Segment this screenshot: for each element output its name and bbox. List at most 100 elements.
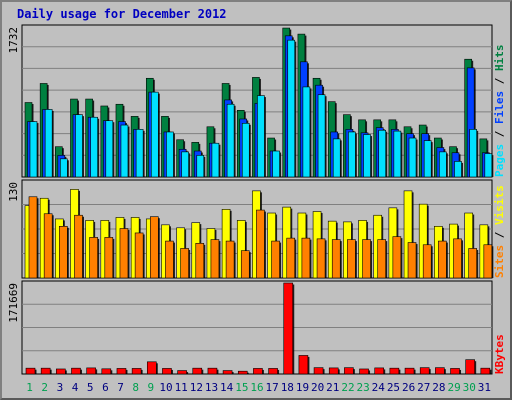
pages-bar [60,158,68,178]
sites-bar [89,237,98,279]
hits-legend-separator: / [493,71,506,91]
pages-bar [241,123,250,178]
kbytes-bar [404,367,415,375]
kbytes-bar [389,367,400,375]
day-label: 12 [190,381,203,394]
day-label: 7 [117,381,124,394]
kbytes-bar [192,367,203,375]
day-label: 8 [132,381,139,394]
pages-bar [211,142,220,178]
pages-bar [302,86,311,178]
kbytes-bar [86,367,96,375]
pages-bar [226,103,235,178]
sites-bar [240,250,250,279]
day-label: 9 [148,381,155,394]
pages-bar [135,129,144,178]
hits-legend-item: Hits [493,45,506,72]
day-label: 24 [372,381,386,394]
sites-bar [347,239,356,279]
day-label: 30 [463,381,476,394]
day-label: 2 [41,381,48,394]
pages-bar [439,151,447,178]
pages-bar [166,131,174,178]
kbytes-bar [298,355,309,375]
kbytes-bar [374,367,385,375]
sites-bar [438,240,447,279]
sites-bar [180,248,189,279]
visits-legend: Sites / Visits [493,185,506,278]
kbytes-bar [116,368,127,375]
visits-axis-max-label: 130 [7,182,20,202]
kbytes-bar [344,367,354,375]
kbytes-bar [480,367,491,375]
sites-bar [392,236,402,279]
day-label: 6 [102,381,109,394]
kbytes-bar [40,367,51,375]
pages-bar [348,131,356,178]
sites-bar [195,242,205,279]
kbytes-axis-max-label: 171669 [7,283,20,323]
sites-bar [43,213,53,279]
day-label: 14 [220,381,234,394]
pages-bar [287,39,296,178]
kbytes-legend-item: KBytes [493,334,506,374]
kbytes-bar [146,361,157,375]
day-label: 1 [26,381,33,394]
sites-bar [74,214,83,279]
day-label: 11 [175,381,188,394]
kbytes-bar [313,367,324,375]
sites-bar [407,242,417,279]
pages-bar [423,140,432,178]
sites-bar [28,196,38,279]
kbytes-bar [131,368,142,375]
day-label: 21 [326,381,339,394]
sites-bar [286,237,296,279]
kbytes-bar [359,368,369,375]
sites-bar [256,209,265,279]
day-label: 25 [387,381,400,394]
pages-bar [90,116,98,178]
chart-title: Daily usage for December 2012 [17,7,227,21]
sites-bar [377,239,387,279]
sites-bar [59,226,68,279]
sites-bar [225,240,235,279]
pages-bar [272,150,280,178]
kbytes-bar [71,367,81,375]
day-label: 31 [478,381,491,394]
sites-bar [149,216,159,279]
pages-bar [196,155,205,178]
pages-bar [257,95,265,178]
kbytes-bar [465,359,475,375]
kbytes-bar [237,370,248,375]
kbytes-bar [222,370,233,375]
pages-bar [363,134,371,178]
day-label: 16 [250,381,263,394]
sites-bar [453,238,462,279]
day-label: 10 [159,381,172,394]
pages-bar [44,109,53,178]
kbytes-bar [253,368,263,375]
kbytes-bar [268,368,278,375]
hits-axis-max-label: 1732 [7,27,20,54]
pages-bar [29,121,38,178]
pages-bar [317,94,326,178]
kbytes-bar [56,368,66,375]
day-label: 17 [266,381,279,394]
day-label: 28 [432,381,445,394]
sites-bar [362,239,371,279]
day-label: 29 [447,381,460,394]
kbytes-bar [450,368,460,375]
kbytes-bar [283,282,294,375]
visits-legend-separator: / [493,225,506,245]
kbytes-bar [177,370,187,375]
day-label: 3 [57,381,64,394]
kbytes-bar [207,367,218,375]
sites-bar [104,237,114,279]
hits-legend-item: Pages [493,144,506,177]
visits-legend-item: Sites [493,245,506,278]
pages-bar [120,124,129,178]
kbytes-bar [328,367,339,375]
sites-bar [331,239,341,279]
sites-bar [210,239,220,279]
